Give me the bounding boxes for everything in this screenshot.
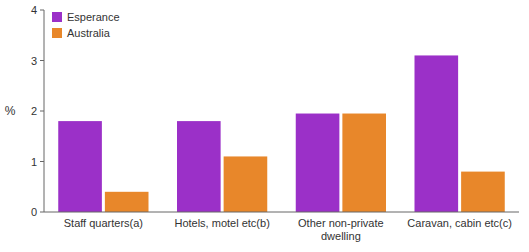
legend-label: Australia <box>67 27 111 39</box>
bar <box>461 172 505 212</box>
y-tick <box>40 111 44 112</box>
x-tick-label: Hotels, motel etc(b) <box>174 217 269 229</box>
legend-swatch <box>52 28 62 38</box>
x-tick-label: Caravan, cabin etc(c) <box>407 217 512 229</box>
x-axis-line <box>44 212 519 213</box>
legend-item: Esperance <box>52 11 120 23</box>
y-tick <box>40 60 44 61</box>
y-tick <box>40 10 44 11</box>
bar <box>296 114 340 212</box>
bar <box>177 121 221 212</box>
bar <box>342 114 386 212</box>
bar <box>415 55 459 212</box>
legend-swatch <box>52 12 62 22</box>
chart-container: 0 1 2 3 4% Staff quarters(a) Hotels, motel etc… <box>0 0 529 252</box>
y-axis-label: % <box>5 104 16 118</box>
legend: Esperance Australia <box>52 11 120 39</box>
y-axis: 0 1 2 3 4 <box>31 4 44 218</box>
bars <box>58 55 505 212</box>
y-tick-label: 0 <box>31 206 37 218</box>
y-tick-label: 4 <box>31 4 37 16</box>
x-tick-label: Other non-privatedwelling <box>298 217 384 242</box>
y-tick-label: 3 <box>31 55 37 67</box>
x-axis: Staff quarters(a) Hotels, motel etc(b) Oth… <box>64 217 512 242</box>
y-tick <box>40 161 44 162</box>
bar <box>224 156 268 212</box>
bar <box>105 192 149 212</box>
bar <box>58 121 102 212</box>
y-tick-label: 1 <box>31 156 37 168</box>
x-tick-label: Staff quarters(a) <box>64 217 143 229</box>
y-axis-line <box>44 10 45 212</box>
y-tick <box>40 212 44 213</box>
legend-item: Australia <box>52 27 111 39</box>
chart-svg: 0 1 2 3 4% Staff quarters(a) Hotels, motel etc… <box>0 0 529 252</box>
y-tick-label: 2 <box>31 105 37 117</box>
legend-label: Esperance <box>67 11 120 23</box>
